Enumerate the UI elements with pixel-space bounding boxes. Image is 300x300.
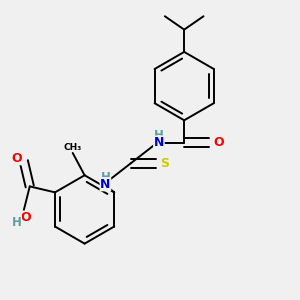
Text: N: N: [100, 178, 111, 191]
Text: O: O: [213, 136, 224, 149]
Text: S: S: [160, 157, 169, 170]
Text: H: H: [100, 170, 110, 184]
Text: CH₃: CH₃: [64, 142, 82, 152]
Text: H: H: [154, 129, 164, 142]
Text: N: N: [154, 136, 164, 149]
Text: O: O: [11, 152, 22, 165]
Text: H: H: [11, 216, 21, 229]
Text: O: O: [20, 211, 31, 224]
